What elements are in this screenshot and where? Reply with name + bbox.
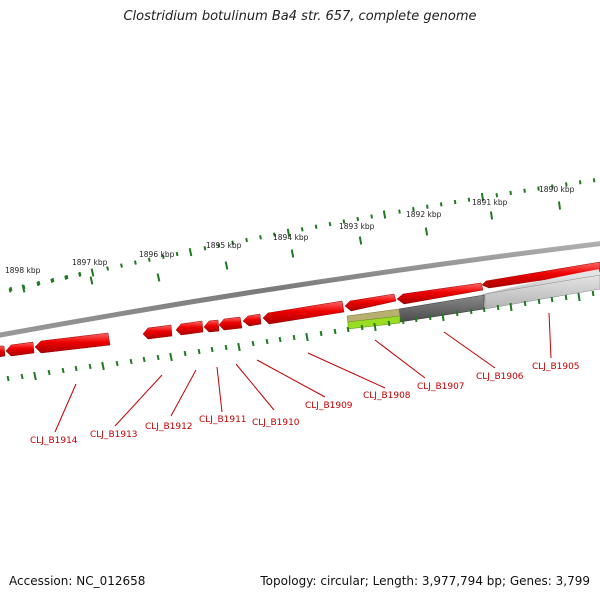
inner-features[interactable] [346, 274, 600, 330]
outer-tick-minor [342, 219, 346, 224]
forward-genes[interactable] [0, 261, 600, 357]
kbp-label: 1897 kbp [72, 258, 108, 267]
outer-tick-minor [356, 216, 360, 222]
outer-tick-minor [328, 221, 332, 227]
outer-tick-minor [439, 202, 443, 207]
outer-tick-minor [509, 190, 512, 196]
gene-arrow-CLJ_B1911a [218, 316, 243, 331]
outer-tick-minor [453, 199, 457, 205]
outer-tick-minor [370, 214, 374, 219]
outer-tick-major [290, 249, 295, 258]
inner-scale [6, 290, 595, 382]
map-title: Clostridium botulinum Ba4 str. 657, comp… [123, 9, 477, 24]
outer-tick-minor [217, 243, 221, 248]
feature-light-gray [484, 274, 600, 310]
outer-tick-minor [106, 266, 110, 271]
gene-arrow-CLJ_B1909 [262, 300, 345, 325]
gene-arrow-CLJ_B1907 [344, 293, 397, 312]
gene-arrow-CLJ_B1915 [5, 341, 35, 357]
outer-tick-major [382, 210, 387, 219]
outer-tick-major [480, 192, 485, 202]
outer-tick-major [424, 227, 429, 236]
outer-tick-major [156, 273, 161, 282]
outer-tick-minor [551, 184, 554, 189]
outer-tick-minor [203, 246, 207, 251]
outer-scale [8, 178, 596, 293]
outer-tick-minor [495, 193, 499, 198]
kbp-label: 1896 kbp [139, 250, 175, 259]
outer-tick-minor [245, 237, 248, 243]
outer-tick-minor [300, 227, 304, 232]
gene-label: CLJ_B1914 [30, 436, 78, 446]
kbp-labels: 1890 kbp 1891 kbp 1892 kbp 1893 kbp 1894… [5, 185, 575, 275]
outer-tick-minor [467, 197, 471, 202]
outer-tick-minor [578, 180, 582, 185]
outer-tick-minor [161, 254, 165, 259]
kbp-label: 1898 kbp [5, 266, 41, 275]
gene-arrow-edge [0, 345, 6, 357]
kbp-label: 1892 kbp [406, 210, 442, 219]
outer-tick-major [90, 268, 95, 277]
gene-label: CLJ_B1912 [145, 422, 193, 432]
outer-tick-major [224, 261, 229, 270]
outer-tick-major [89, 276, 94, 285]
outer-tick-minor [425, 204, 429, 209]
outer-tick-major [557, 201, 562, 210]
backbone-arc [0, 241, 600, 338]
outer-tick-minor [259, 235, 262, 240]
outer-tick-minor [120, 263, 123, 268]
outer-tick-major [286, 228, 291, 237]
kbp-label: 1893 kbp [339, 222, 375, 231]
gene-label: CLJ_B1909 [305, 401, 353, 411]
kbp-label: 1890 kbp [539, 185, 575, 194]
outer-tick-minor [412, 206, 415, 212]
gene-arrow-CLJ_B1906 [396, 282, 484, 305]
outer-tick-major [188, 247, 193, 257]
gene-label: CLJ_B1911 [199, 415, 247, 425]
gene-arrow-CLJ_B1910 [242, 313, 262, 327]
outer-tick-minor [537, 186, 540, 191]
gene-label: CLJ_B1910 [252, 418, 300, 428]
outer-tick-minor [147, 257, 151, 262]
outer-tick-minor [398, 209, 401, 214]
gene-label: CLJ_B1906 [476, 372, 524, 382]
outer-tick-major [21, 284, 26, 293]
outer-tick-minor [231, 240, 235, 245]
gene-label: CLJ_B1908 [363, 391, 411, 401]
gene-label: CLJ_B1905 [532, 362, 580, 372]
kbp-label: 1894 kbp [273, 233, 309, 242]
gene-arrow-CLJ_B1911 [203, 319, 220, 333]
outer-tick-minor [273, 232, 276, 237]
outer-tick-minor [133, 260, 137, 265]
accession-text: Accession: NC_012658 [9, 574, 146, 588]
outer-tick-minor [523, 188, 526, 193]
gene-arrow-CLJ_B1914 [34, 332, 111, 354]
kbp-label: 1891 kbp [472, 198, 508, 207]
outer-tick-minor [565, 182, 568, 187]
outer-tick-major [358, 236, 363, 245]
outer-tick-minor [314, 224, 318, 229]
gene-label: CLJ_B1913 [90, 430, 138, 440]
gene-arrow-CLJ_B1913 [142, 324, 173, 340]
leader-lines [54, 312, 552, 433]
gene-label: CLJ_B1907 [417, 382, 465, 392]
outer-tick-minor [592, 178, 596, 183]
kbp-label: 1895 kbp [206, 241, 242, 250]
topology-summary: Topology: circular; Length: 3,977,794 bp… [260, 574, 590, 588]
outer-tick-minor [175, 251, 179, 257]
gene-arrow-CLJ_B1912 [175, 320, 204, 336]
gene-labels: CLJ_B1905 CLJ_B1906 CLJ_B1907 CLJ_B1908 … [30, 362, 580, 446]
outer-tick-major [489, 211, 494, 220]
